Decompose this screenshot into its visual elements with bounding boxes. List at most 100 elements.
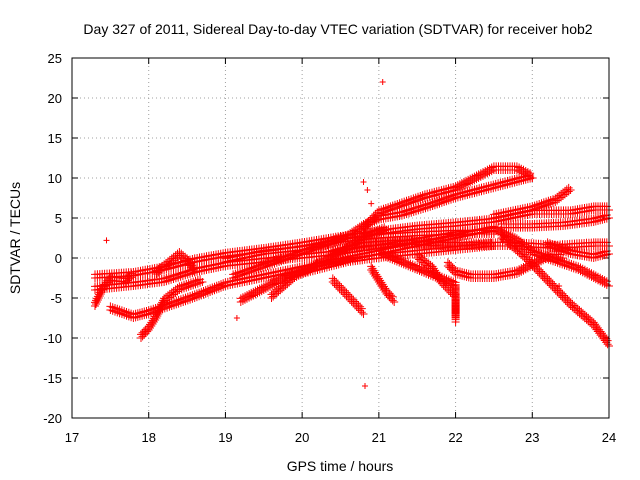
data-point [564, 183, 573, 192]
data-point [328, 274, 337, 283]
data-point [444, 283, 453, 292]
data-point [523, 253, 532, 262]
data-point [551, 283, 560, 291]
data-points [91, 79, 613, 389]
data-point [561, 293, 570, 302]
data-point [426, 260, 435, 269]
data-point [556, 283, 563, 289]
data-point [451, 318, 460, 326]
data-point [526, 244, 535, 253]
data-point [356, 302, 365, 311]
data-point [345, 292, 354, 301]
data-point [349, 295, 358, 304]
y-tick-label: -20 [43, 411, 62, 426]
y-tick-label: 10 [48, 171, 62, 186]
data-point [562, 185, 571, 194]
data-point [188, 261, 197, 270]
data-point [351, 297, 359, 306]
data-point [589, 270, 598, 279]
data-point [443, 281, 451, 290]
data-point [198, 278, 207, 286]
data-point [175, 248, 184, 256]
data-point [335, 281, 344, 290]
data-point [337, 283, 346, 292]
y-tick-label: 5 [55, 211, 62, 226]
x-tick-label: 19 [218, 430, 232, 445]
data-point [508, 232, 517, 241]
data-point [563, 295, 572, 303]
data-point [558, 289, 567, 298]
plot-frame [71, 57, 610, 419]
data-point [448, 286, 457, 295]
x-tick-label: 24 [602, 430, 616, 445]
data-point [545, 276, 554, 285]
data-point [565, 296, 573, 305]
data-point [387, 291, 396, 300]
data-point [498, 226, 507, 235]
data-point [347, 294, 356, 302]
data-point [525, 255, 534, 264]
data-point [556, 288, 565, 297]
data-point [560, 291, 569, 300]
data-point [542, 272, 550, 281]
data-point [527, 257, 536, 266]
data-point [342, 288, 351, 297]
data-point [333, 279, 342, 288]
data-point [528, 174, 537, 182]
data-point [233, 315, 240, 321]
data-point [602, 202, 611, 211]
data-point [538, 269, 547, 278]
y-tick-label: 25 [48, 51, 62, 66]
data-point [360, 179, 367, 185]
data-point [344, 290, 353, 299]
data-point [441, 279, 450, 288]
data-point [439, 278, 448, 286]
data-point [127, 269, 136, 278]
data-point [535, 265, 544, 274]
data-point [489, 230, 498, 238]
data-point [190, 268, 199, 277]
data-point [379, 79, 386, 85]
data-point [522, 252, 531, 261]
data-point [332, 278, 341, 286]
data-point [357, 304, 366, 313]
data-point [494, 224, 503, 233]
axis-ticks: 17 18 19 20 21 22 23 24 25 20 15 10 5 0 -5 -10 -15 -20 [43, 51, 616, 445]
data-point [339, 285, 348, 294]
data-point [446, 285, 455, 294]
data-point [340, 286, 349, 295]
x-tick-label: 17 [65, 430, 79, 445]
data-point [496, 225, 505, 234]
y-axis-label: SDTVAR / TECUs [7, 182, 23, 294]
data-point [602, 238, 611, 247]
data-point [437, 276, 446, 285]
data-point [532, 262, 541, 271]
data-point [506, 231, 515, 240]
x-tick-label: 23 [525, 430, 539, 445]
data-point [179, 251, 188, 260]
data-point [548, 279, 557, 288]
x-tick-label: 18 [141, 430, 155, 445]
data-point [106, 302, 115, 311]
y-tick-label: -10 [43, 331, 62, 346]
data-point [189, 263, 198, 272]
data-point [603, 336, 612, 345]
data-point [518, 248, 527, 257]
y-tick-label: 0 [55, 251, 62, 266]
data-point [354, 301, 363, 310]
data-point [526, 169, 535, 178]
data-point [546, 277, 555, 286]
x-tick-label: 20 [295, 430, 309, 445]
data-point [364, 187, 371, 193]
data-point [368, 200, 375, 207]
data-point [352, 299, 361, 308]
data-point [129, 271, 138, 280]
data-point [449, 288, 458, 297]
data-point [436, 274, 445, 283]
data-point [330, 276, 339, 285]
data-point [104, 274, 113, 283]
data-point [537, 267, 546, 276]
x-axis-label: GPS time / hours [287, 458, 394, 474]
data-point [520, 250, 529, 259]
